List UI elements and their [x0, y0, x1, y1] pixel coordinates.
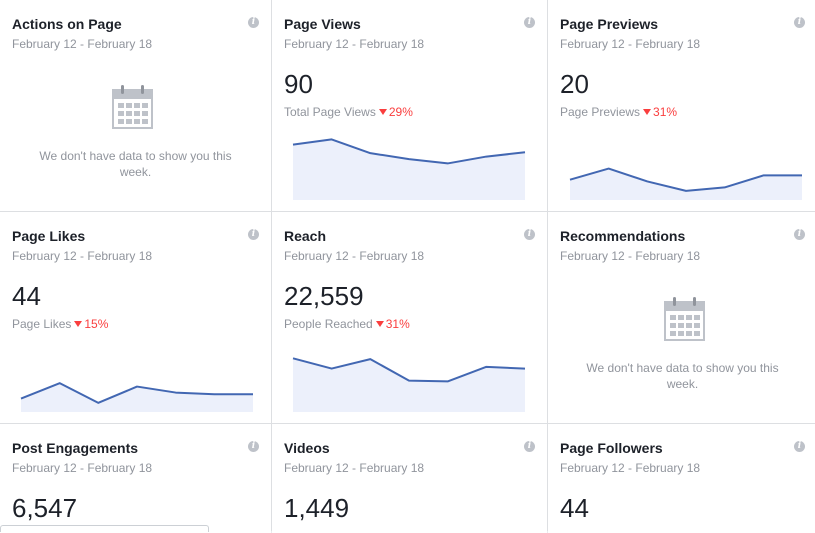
card-date-range: February 12 - February 18: [560, 249, 701, 263]
sparkline: [292, 357, 526, 412]
card-actions-on-page[interactable]: Actions on Page February 12 - February 1…: [0, 0, 271, 211]
sparkline: [292, 138, 526, 200]
info-icon[interactable]: i: [794, 441, 805, 452]
metric-value: 22,559: [284, 281, 364, 311]
card-date-range: February 12 - February 18: [560, 461, 701, 475]
metric-row: People Reached 31%: [284, 317, 410, 331]
sparkline-area: [21, 383, 253, 412]
card-reach[interactable]: Reach February 12 - February 18 i 22,559…: [272, 212, 547, 423]
sparkline-area: [570, 168, 802, 200]
calendar-icon: [664, 297, 705, 341]
sparkline: [20, 382, 253, 412]
sparkline-line: [292, 138, 526, 165]
metric-value: 6,547: [12, 493, 78, 523]
card-date-range: February 12 - February 18: [284, 461, 425, 475]
info-icon[interactable]: i: [794, 229, 805, 240]
sparkline-line: [292, 357, 526, 383]
metric-label: Page Previews: [560, 105, 641, 119]
card-page-followers[interactable]: Page Followers February 12 - February 18…: [548, 424, 815, 533]
sparkline-area: [293, 358, 525, 412]
card-date-range: February 12 - February 18: [560, 37, 701, 51]
card-date-range: February 12 - February 18: [12, 461, 153, 475]
metric-value: 44: [560, 493, 589, 523]
card-page-views[interactable]: Page Views February 12 - February 18 i 9…: [272, 0, 547, 211]
empty-state-message: We don't have data to show you this week…: [39, 149, 232, 179]
metric-value: 90: [284, 69, 313, 99]
decrease-arrow-icon: [74, 321, 83, 327]
info-icon[interactable]: i: [524, 17, 535, 28]
metric-row: Page Likes 15%: [12, 317, 108, 331]
info-icon[interactable]: i: [794, 17, 805, 28]
card-videos[interactable]: Videos February 12 - February 18 i 1,449: [272, 424, 547, 533]
card-date-range: February 12 - February 18: [12, 37, 153, 51]
card-recommendations[interactable]: Recommendations February 12 - February 1…: [548, 212, 815, 423]
metric-value: 1,449: [284, 493, 350, 523]
decrease-arrow-icon: [375, 321, 384, 327]
metric-label: People Reached: [284, 317, 373, 331]
metric-row: Page Previews 31%: [560, 105, 677, 119]
sparkline: [569, 167, 802, 200]
metric-row: Total Page Views 29%: [284, 105, 413, 119]
card-title: Page Followers: [560, 440, 663, 456]
sparkline-area: [293, 139, 525, 200]
card-post-engagements[interactable]: Post Engagements February 12 - February …: [0, 424, 271, 533]
metric-change: 15%: [84, 317, 109, 331]
card-page-likes[interactable]: Page Likes February 12 - February 18 i 4…: [0, 212, 271, 423]
card-title: Actions on Page: [12, 16, 122, 32]
card-title: Recommendations: [560, 228, 686, 244]
sparkline-line: [569, 167, 802, 192]
metric-label: Total Page Views: [284, 105, 376, 119]
info-icon[interactable]: i: [524, 229, 535, 240]
popup-edge: [0, 525, 209, 532]
metric-change: 31%: [385, 317, 410, 331]
metric-value: 44: [12, 281, 41, 311]
card-title: Page Previews: [560, 16, 659, 32]
card-date-range: February 12 - February 18: [284, 37, 425, 51]
info-icon[interactable]: i: [524, 441, 535, 452]
card-date-range: February 12 - February 18: [284, 249, 425, 263]
metric-label: Page Likes: [12, 317, 72, 331]
calendar-icon: [112, 85, 153, 129]
metric-change: 29%: [388, 105, 413, 119]
info-icon[interactable]: i: [248, 17, 259, 28]
card-title: Page Likes: [12, 228, 86, 244]
card-date-range: February 12 - February 18: [12, 249, 153, 263]
card-title: Reach: [284, 228, 327, 244]
info-icon[interactable]: i: [248, 229, 259, 240]
card-title: Page Views: [284, 16, 361, 32]
empty-state-message: We don't have data to show you this week…: [586, 361, 779, 391]
decrease-arrow-icon: [643, 109, 652, 115]
metric-change: 31%: [653, 105, 678, 119]
card-title: Videos: [284, 440, 330, 456]
decrease-arrow-icon: [378, 109, 387, 115]
info-icon[interactable]: i: [248, 441, 259, 452]
metric-value: 20: [560, 69, 589, 99]
card-title: Post Engagements: [12, 440, 139, 456]
sparkline-line: [20, 382, 253, 404]
card-page-previews[interactable]: Page Previews February 12 - February 18 …: [548, 0, 815, 211]
